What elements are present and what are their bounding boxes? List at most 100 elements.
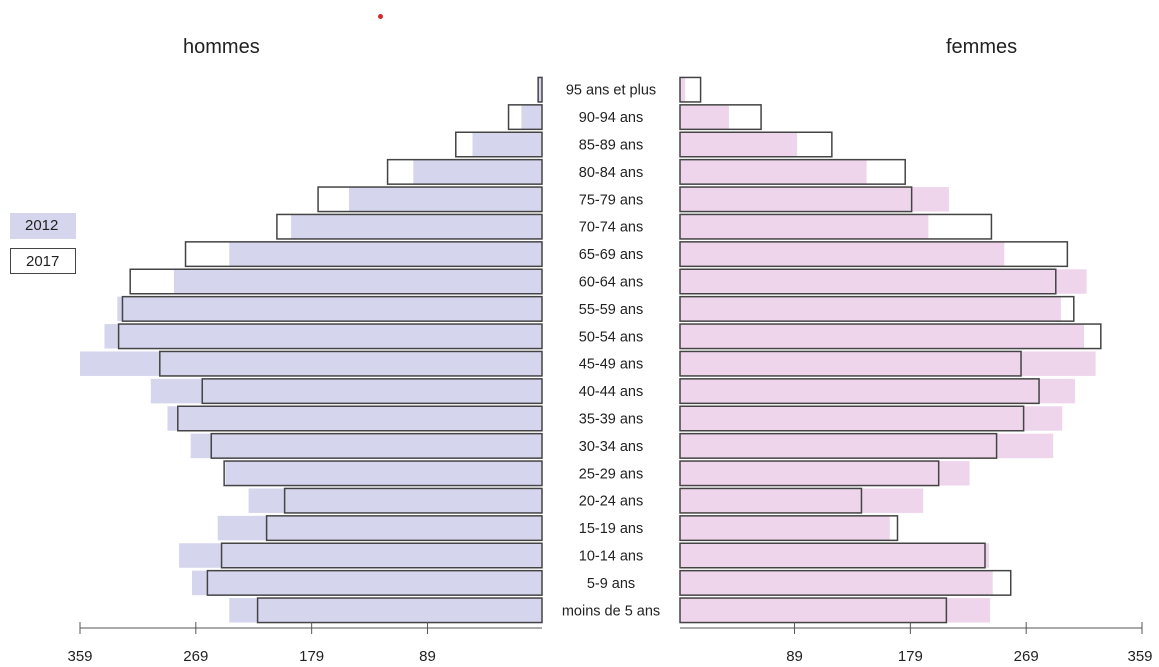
bar-femmes-2012 [680,241,1005,267]
bar-hommes-2012 [413,159,542,185]
bar-hommes-2012 [229,241,542,267]
age-group-label: 70-74 ans [579,220,644,236]
bar-femmes-2017 [679,487,863,514]
age-group-label: 80-84 ans [579,165,644,181]
bar-femmes-2017 [679,432,998,459]
x-tick-label-left: 359 [67,648,92,665]
age-group-label: 35-39 ans [579,412,644,428]
bar-femmes-2012 [680,214,929,239]
bar-femmes-2017 [679,515,899,542]
bar-femmes-2012 [680,159,867,185]
bar-hommes-2017 [537,76,543,103]
bar-femmes-2012 [680,406,1063,431]
bar-femmes-2017 [679,460,940,487]
bar-hommes-2017 [117,323,543,350]
bar-hommes-2012 [167,406,542,431]
red-dot-marker [378,14,383,19]
bar-hommes-2012 [229,598,542,623]
bar-hommes-2017 [507,104,543,131]
bar-hommes-2017 [210,432,543,459]
bar-femmes-2012 [680,515,890,541]
bar-hommes-2017 [256,597,543,624]
x-tick-label-right: 359 [1127,648,1152,665]
bar-femmes-2017 [679,295,1075,322]
bar-femmes-2017 [679,268,1057,295]
bar-hommes-2017 [177,405,543,432]
bar-hommes-2012 [190,433,543,459]
bar-femmes-2017 [679,350,1022,377]
bar-femmes-2017 [679,569,1012,596]
bar-hommes-2012 [225,461,543,486]
bar-femmes-2017 [679,104,762,131]
bar-hommes-2012 [472,132,542,157]
bar-hommes-2012 [248,488,542,513]
age-group-label: 50-54 ans [579,329,644,345]
bar-femmes-2017 [679,597,948,624]
bar-hommes-2012 [521,104,542,130]
bar-femmes-2017 [679,158,906,185]
bar-hommes-2017 [455,131,543,158]
bar-femmes-2017 [679,241,1069,268]
age-group-label: 25-29 ans [579,466,644,482]
bar-femmes-2012 [680,378,1076,404]
bar-femmes-2012 [680,570,993,596]
age-group-label: 90-94 ans [579,110,644,126]
age-group-label: 65-69 ans [579,247,644,263]
age-group-label: 55-59 ans [579,302,644,318]
bar-hommes-2012 [179,543,542,568]
bar-femmes-2012 [680,132,798,157]
bar-hommes-2012 [348,187,542,212]
bar-hommes-2017 [283,487,543,514]
bar-hommes-2017 [276,213,543,240]
bar-hommes-2017 [220,542,543,569]
bar-femmes-2012 [680,104,729,130]
bar-femmes-2017 [679,542,986,569]
bar-hommes-2017 [201,378,543,405]
bar-hommes-2017 [223,460,543,487]
bar-hommes-2017 [121,295,543,322]
bar-femmes-2012 [680,461,970,486]
bar-femmes-2017 [679,213,993,240]
age-group-label: 30-34 ans [579,439,644,455]
age-group-label: 60-64 ans [579,275,644,291]
age-group-label: 95 ans et plus [566,83,656,99]
bar-femmes-2012 [680,187,949,212]
bar-hommes-2017 [159,350,543,377]
age-group-label: moins de 5 ans [562,603,660,619]
bar-hommes-2017 [206,569,543,596]
bar-femmes-2012 [680,269,1087,294]
bar-hommes-2017 [386,158,543,185]
bar-femmes-2017 [679,131,833,158]
x-tick-label-left: 89 [419,648,436,665]
bar-hommes-2012 [80,351,542,376]
women-side-label: femmes [946,36,1018,58]
x-tick-label-left: 179 [299,648,324,665]
bar-femmes-2012 [680,324,1085,349]
bar-hommes-2017 [184,241,543,268]
men-side-label: hommes [183,36,260,58]
bar-hommes-2012 [150,378,542,404]
bar-hommes-2012 [117,296,542,322]
age-group-label: 85-89 ans [579,138,644,154]
x-tick-label-right: 89 [786,648,803,665]
bar-hommes-2012 [104,324,542,349]
bar-femmes-2012 [680,296,1061,322]
bar-femmes-2017 [679,76,702,103]
legend-item-2012: 2012 [10,213,76,239]
bar-femmes-2012 [680,543,989,568]
age-group-label: 10-14 ans [579,549,644,565]
legend-item-2017: 2017 [10,248,76,274]
bar-femmes-2012 [680,77,686,102]
bar-hommes-2017 [317,186,543,213]
bar-hommes-2017 [265,515,543,542]
x-tick-label-right: 179 [898,648,923,665]
bar-hommes-2017 [129,268,543,295]
x-tick-label-left: 269 [183,648,208,665]
bar-femmes-2012 [680,351,1096,376]
age-group-label: 75-79 ans [579,192,644,208]
age-group-label: 5-9 ans [587,576,635,592]
bar-femmes-2017 [679,405,1025,432]
bar-femmes-2017 [679,378,1040,405]
